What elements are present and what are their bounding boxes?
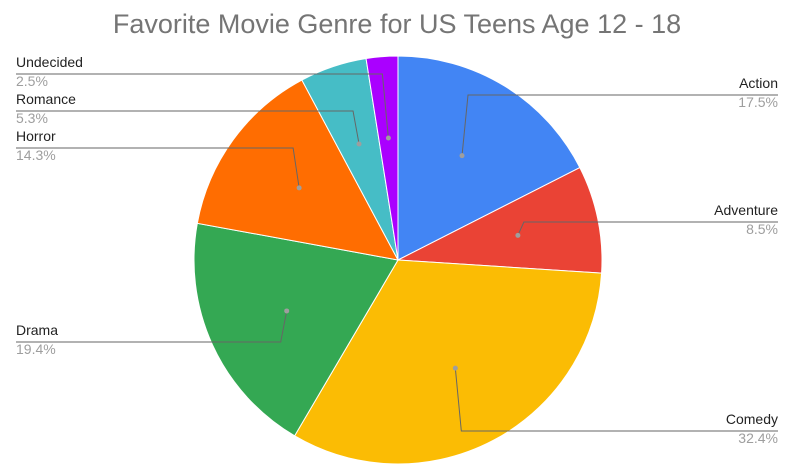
slice-percent-undecided: 2.5%	[16, 73, 48, 89]
pie-slice-drama	[193, 222, 399, 437]
leader-line-horror	[16, 147, 300, 188]
slice-percent-action: 17.5%	[738, 94, 778, 110]
leader-dot-adventure	[515, 232, 521, 238]
slice-labels: Action 17.5% Adventure 8.5% Comedy 32.4% Drama…	[16, 54, 778, 446]
slice-label-horror: Horror	[16, 128, 56, 144]
leader-dot-romance	[356, 141, 362, 147]
leader-dot-horror	[296, 185, 302, 191]
pie-slice-adventure	[396, 166, 603, 274]
leader-dot-comedy	[452, 365, 458, 371]
pie-slice-action	[397, 55, 581, 261]
slice-percent-romance: 5.3%	[16, 110, 48, 126]
slice-label-undecided: Undecided	[16, 54, 83, 70]
slice-label-drama: Drama	[16, 322, 58, 338]
leader-line-drama	[16, 310, 288, 343]
leader-line-undecided	[16, 73, 389, 139]
pie-slice-undecided	[365, 55, 399, 261]
slice-label-comedy: Comedy	[726, 411, 778, 427]
slice-percent-horror: 14.3%	[16, 147, 56, 163]
leader-dot-undecided	[385, 135, 391, 141]
pie-slice-horror	[196, 79, 399, 261]
slice-percent-drama: 19.4%	[16, 341, 56, 357]
slice-label-adventure: Adventure	[714, 202, 778, 218]
chart-title: Favorite Movie Genre for US Teens Age 12…	[113, 9, 681, 39]
pie-slice-comedy	[293, 259, 603, 465]
slice-label-action: Action	[739, 75, 778, 91]
leader-line-romance	[16, 110, 360, 145]
leader-lines	[16, 73, 778, 432]
leader-line-action	[461, 94, 778, 156]
leader-line-comedy	[454, 368, 778, 432]
leader-dot-drama	[284, 308, 290, 314]
leader-line-adventure	[517, 221, 778, 236]
pie-slices	[193, 55, 603, 465]
slice-percent-comedy: 32.4%	[738, 430, 778, 446]
slice-percent-adventure: 8.5%	[746, 221, 778, 237]
leader-dot-action	[459, 153, 465, 159]
slice-label-romance: Romance	[16, 91, 76, 107]
